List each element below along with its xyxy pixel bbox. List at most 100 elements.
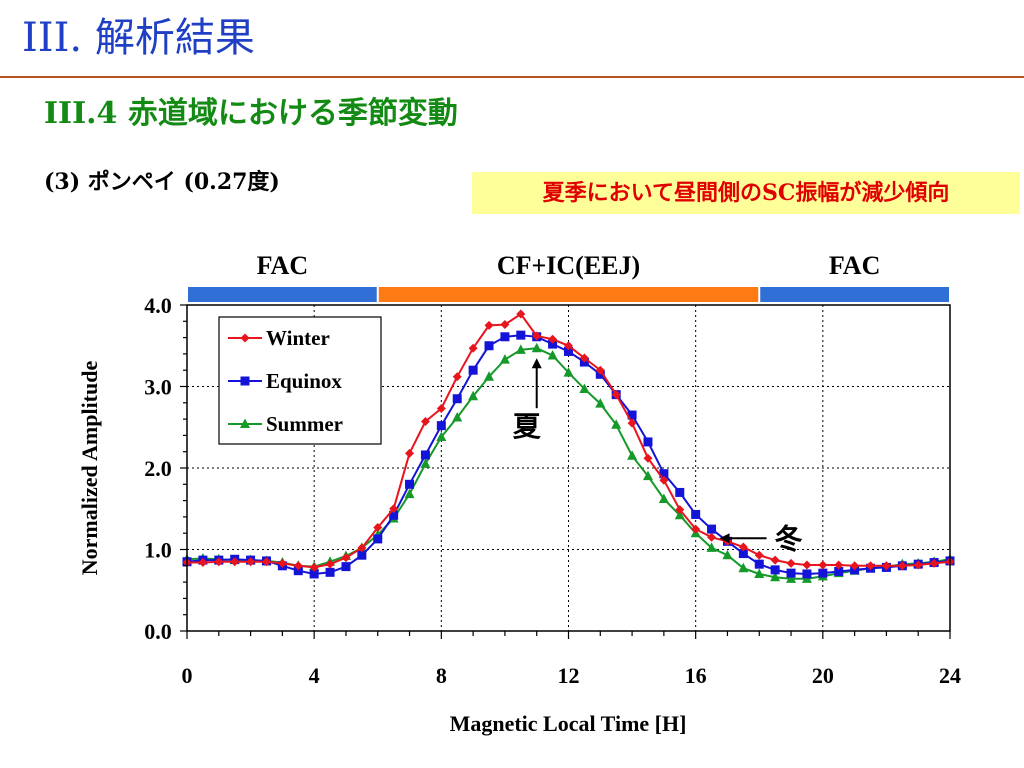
data-point [499, 354, 510, 364]
data-point [706, 542, 717, 552]
annotation-arrowhead [531, 358, 542, 369]
data-point [786, 558, 796, 568]
data-point [802, 569, 812, 579]
data-point [420, 458, 431, 468]
data-point [707, 524, 717, 534]
data-point [866, 561, 876, 571]
data-point [564, 341, 573, 351]
data-point [500, 320, 510, 330]
data-point [897, 561, 907, 571]
data-point [214, 557, 224, 567]
data-point [754, 550, 764, 560]
data-point [246, 557, 256, 567]
legend-marker [240, 333, 250, 343]
data-point [627, 418, 637, 428]
data-point [198, 558, 208, 568]
y-tick-label: 1.0 [144, 538, 172, 563]
data-point [389, 504, 399, 514]
x-axis-label: Magnetic Local Time [H] [450, 711, 687, 736]
region-band [188, 287, 377, 302]
region-band-label: FAC [257, 251, 309, 280]
data-point [738, 542, 748, 552]
data-point [563, 367, 574, 377]
x-tick-label: 16 [685, 663, 707, 688]
y-axis-label: Normalized Amplitude [77, 361, 102, 576]
data-point [674, 509, 685, 520]
data-point [532, 331, 542, 341]
data-point [484, 341, 494, 351]
data-point [516, 309, 526, 319]
data-point [436, 431, 447, 442]
data-point [484, 320, 494, 330]
data-point [436, 404, 446, 414]
y-tick-label: 2.0 [144, 456, 172, 481]
data-point [707, 532, 717, 542]
x-tick-label: 20 [812, 663, 834, 688]
x-tick-label: 24 [939, 663, 961, 688]
data-point [293, 561, 303, 571]
station-label: (3) ポンペイ (0.27度) [44, 169, 280, 195]
data-point [468, 365, 478, 375]
data-point [452, 372, 462, 382]
annotation-arrowhead [719, 533, 730, 544]
data-point [293, 566, 303, 576]
data-point [548, 339, 558, 349]
data-point [627, 450, 638, 460]
data-point [452, 394, 462, 404]
data-point [770, 565, 780, 575]
data-point [643, 453, 653, 463]
data-point [420, 450, 430, 460]
data-point [834, 567, 844, 577]
y-tick-label: 4.0 [144, 293, 172, 318]
data-point [548, 334, 558, 344]
data-point [357, 543, 367, 553]
data-point [834, 560, 844, 570]
data-point [675, 505, 685, 515]
data-point [738, 549, 748, 559]
data-point [754, 568, 765, 578]
data-point [389, 510, 399, 520]
data-point [913, 560, 923, 570]
data-point [611, 390, 621, 400]
data-point [738, 562, 749, 573]
series-lines [182, 309, 955, 583]
section-subtitle: III.4 赤道域における季節変動 [44, 96, 458, 131]
data-point [325, 567, 335, 577]
data-point [420, 417, 430, 427]
data-point [754, 559, 764, 569]
data-point [929, 558, 939, 568]
data-point [341, 553, 351, 563]
data-point [850, 561, 860, 571]
data-point [357, 550, 367, 560]
annotations: 夏冬 [513, 358, 803, 555]
data-point [642, 470, 653, 481]
legend-label: Winter [266, 326, 330, 350]
data-point [611, 419, 622, 429]
legend: Winter Equinox Summer [218, 316, 382, 445]
legend-label: Equinox [266, 369, 342, 393]
data-point [515, 344, 526, 354]
data-point [405, 479, 415, 489]
title-rule [0, 76, 1024, 78]
y-tick-label: 0.0 [144, 619, 172, 644]
data-point [547, 350, 558, 360]
legend-marker [240, 376, 250, 386]
data-point [770, 555, 780, 565]
data-point [627, 410, 637, 420]
data-point [452, 411, 463, 422]
y-tick-label: 3.0 [144, 375, 172, 400]
data-point [309, 569, 319, 579]
region-bands: FAC CF+IC(EEJ) FAC [188, 251, 949, 302]
finding-note: 夏季において昼間側のSC振幅が減少傾向 [472, 172, 1020, 214]
data-point [404, 488, 415, 499]
data-point [595, 365, 605, 375]
region-band [760, 287, 949, 302]
data-point [786, 568, 796, 578]
region-band-label: FAC [829, 251, 881, 280]
data-point [405, 448, 415, 458]
data-point [659, 475, 669, 485]
data-point [484, 371, 495, 381]
x-tick-label: 8 [436, 663, 447, 688]
data-point [770, 571, 781, 582]
